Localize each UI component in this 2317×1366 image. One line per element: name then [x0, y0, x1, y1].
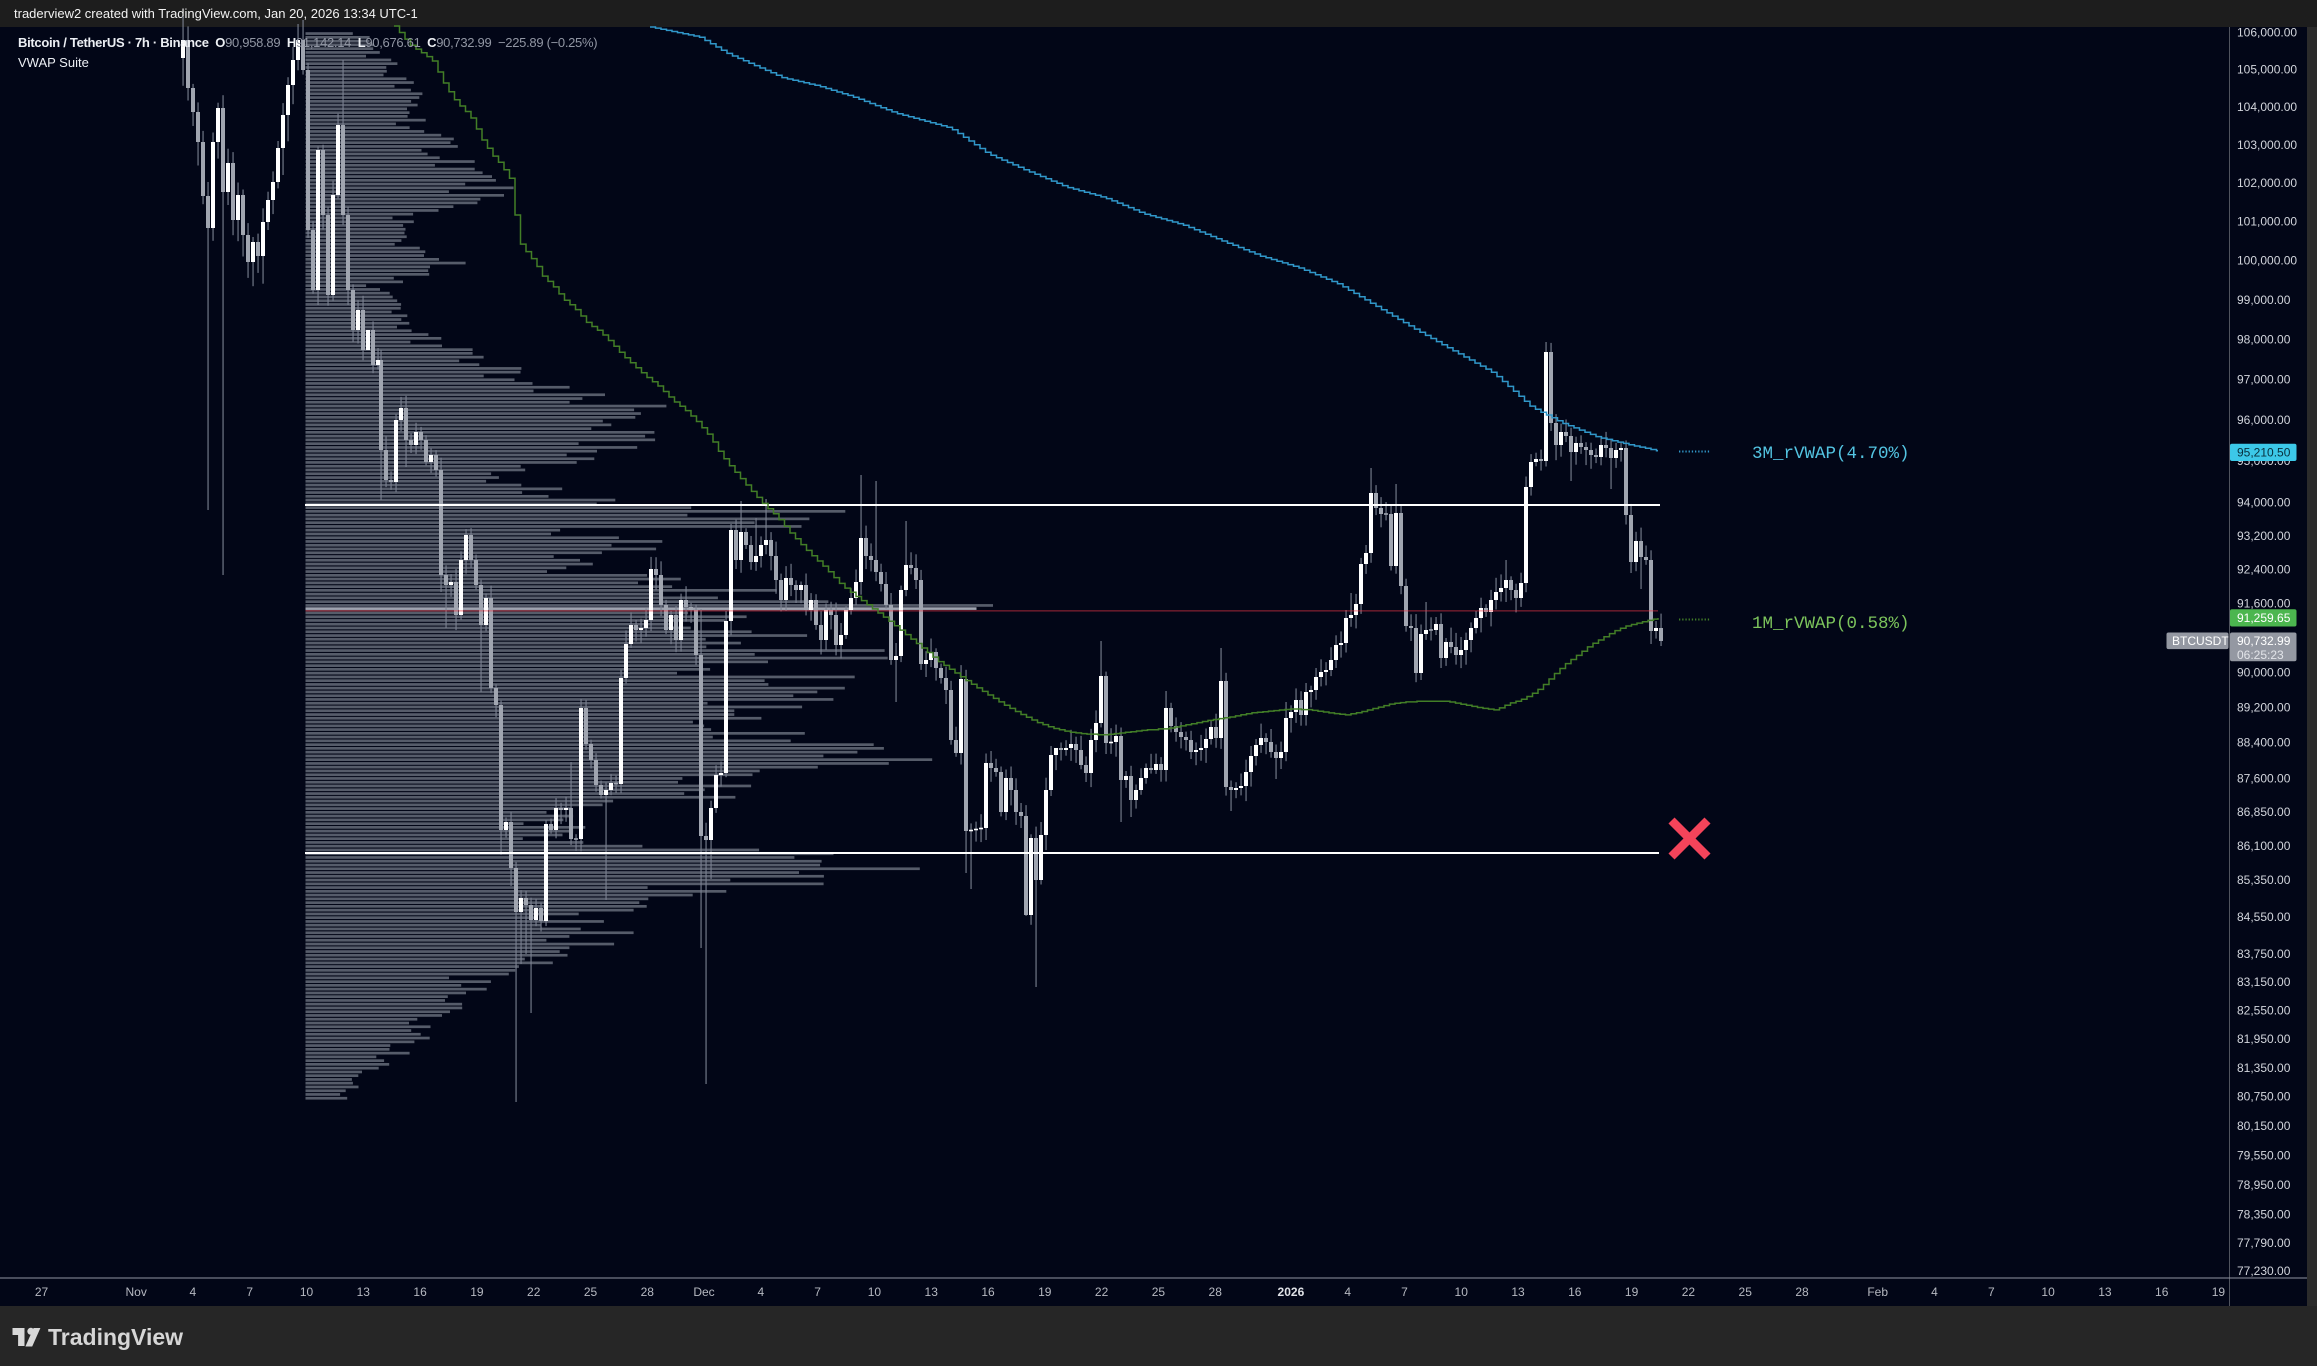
- svg-text:13: 13: [2098, 1285, 2112, 1299]
- svg-text:3M_rVWAP(4.70%): 3M_rVWAP(4.70%): [1752, 444, 1910, 464]
- svg-text:97,000.00: 97,000.00: [2237, 373, 2291, 387]
- svg-text:78,950.00: 78,950.00: [2237, 1178, 2291, 1192]
- svg-text:83,750.00: 83,750.00: [2237, 947, 2291, 961]
- svg-text:4: 4: [190, 1285, 197, 1299]
- svg-text:28: 28: [1209, 1285, 1223, 1299]
- svg-text:VWAP Suite: VWAP Suite: [18, 55, 89, 70]
- svg-text:19: 19: [2212, 1285, 2226, 1299]
- svg-text:85,350.00: 85,350.00: [2237, 873, 2291, 887]
- svg-text:102,000.00: 102,000.00: [2237, 176, 2297, 190]
- svg-text:25: 25: [584, 1285, 598, 1299]
- svg-text:7: 7: [246, 1285, 253, 1299]
- svg-text:88,400.00: 88,400.00: [2237, 736, 2291, 750]
- svg-text:98,000.00: 98,000.00: [2237, 333, 2291, 347]
- svg-text:Dec: Dec: [693, 1285, 714, 1299]
- svg-text:77,790.00: 77,790.00: [2237, 1236, 2291, 1250]
- svg-text:86,100.00: 86,100.00: [2237, 839, 2291, 853]
- svg-text:1M_rVWAP(0.58%): 1M_rVWAP(0.58%): [1752, 614, 1910, 634]
- svg-text:Nov: Nov: [126, 1285, 147, 1299]
- svg-text:7: 7: [1988, 1285, 1995, 1299]
- svg-text:16: 16: [2155, 1285, 2169, 1299]
- svg-text:BTCUSDT: BTCUSDT: [2172, 634, 2229, 648]
- svg-text:10: 10: [2041, 1285, 2055, 1299]
- svg-text:13: 13: [925, 1285, 939, 1299]
- svg-text:82,550.00: 82,550.00: [2237, 1004, 2291, 1018]
- svg-text:13: 13: [357, 1285, 371, 1299]
- svg-text:19: 19: [1625, 1285, 1639, 1299]
- svg-text:Bitcoin / TetherUS · 7h · Bina: Bitcoin / TetherUS · 7h · Binance O90,95…: [18, 35, 597, 50]
- svg-text:19: 19: [470, 1285, 484, 1299]
- svg-text:06:25:23: 06:25:23: [2237, 648, 2284, 662]
- svg-text:4: 4: [1931, 1285, 1938, 1299]
- svg-text:19: 19: [1038, 1285, 1052, 1299]
- svg-text:105,000.00: 105,000.00: [2237, 63, 2297, 77]
- svg-text:22: 22: [527, 1285, 541, 1299]
- svg-text:16: 16: [981, 1285, 995, 1299]
- svg-text:104,000.00: 104,000.00: [2237, 100, 2297, 114]
- svg-text:86,850.00: 86,850.00: [2237, 805, 2291, 819]
- svg-text:77,230.00: 77,230.00: [2237, 1264, 2291, 1278]
- svg-text:2026: 2026: [1278, 1285, 1305, 1299]
- svg-text:25: 25: [1152, 1285, 1166, 1299]
- svg-text:4: 4: [1344, 1285, 1351, 1299]
- svg-text:103,000.00: 103,000.00: [2237, 138, 2297, 152]
- svg-text:10: 10: [300, 1285, 314, 1299]
- svg-text:89,200.00: 89,200.00: [2237, 701, 2291, 715]
- svg-text:7: 7: [1401, 1285, 1408, 1299]
- svg-text:10: 10: [868, 1285, 882, 1299]
- svg-text:13: 13: [1511, 1285, 1525, 1299]
- svg-text:81,950.00: 81,950.00: [2237, 1032, 2291, 1046]
- svg-text:25: 25: [1739, 1285, 1753, 1299]
- svg-text:106,000.00: 106,000.00: [2237, 26, 2297, 40]
- svg-text:22: 22: [1682, 1285, 1696, 1299]
- svg-text:99,000.00: 99,000.00: [2237, 293, 2291, 307]
- svg-text:91,600.00: 91,600.00: [2237, 597, 2291, 611]
- svg-text:91,259.65: 91,259.65: [2237, 611, 2291, 625]
- svg-text:7: 7: [814, 1285, 821, 1299]
- svg-text:84,550.00: 84,550.00: [2237, 910, 2291, 924]
- svg-text:80,750.00: 80,750.00: [2237, 1090, 2291, 1104]
- svg-text:90,000.00: 90,000.00: [2237, 666, 2291, 680]
- svg-text:83,150.00: 83,150.00: [2237, 975, 2291, 989]
- svg-text:TradingView: TradingView: [48, 1324, 183, 1350]
- svg-text:27: 27: [35, 1285, 49, 1299]
- svg-text:28: 28: [641, 1285, 655, 1299]
- svg-text:16: 16: [413, 1285, 427, 1299]
- svg-text:22: 22: [1095, 1285, 1109, 1299]
- svg-text:79,550.00: 79,550.00: [2237, 1148, 2291, 1162]
- svg-text:96,000.00: 96,000.00: [2237, 413, 2291, 427]
- svg-text:100,000.00: 100,000.00: [2237, 254, 2297, 268]
- svg-text:78,350.00: 78,350.00: [2237, 1208, 2291, 1222]
- svg-text:80,150.00: 80,150.00: [2237, 1119, 2291, 1133]
- svg-text:92,400.00: 92,400.00: [2237, 563, 2291, 577]
- svg-text:95,210.50: 95,210.50: [2237, 446, 2291, 460]
- svg-text:10: 10: [1455, 1285, 1469, 1299]
- svg-text:Feb: Feb: [1867, 1285, 1888, 1299]
- svg-text:4: 4: [757, 1285, 764, 1299]
- svg-text:87,600.00: 87,600.00: [2237, 771, 2291, 785]
- svg-text:16: 16: [1568, 1285, 1582, 1299]
- svg-text:81,350.00: 81,350.00: [2237, 1061, 2291, 1075]
- svg-text:93,200.00: 93,200.00: [2237, 529, 2291, 543]
- svg-text:94,000.00: 94,000.00: [2237, 496, 2291, 510]
- svg-text:28: 28: [1795, 1285, 1809, 1299]
- svg-text:101,000.00: 101,000.00: [2237, 215, 2297, 229]
- svg-text:90,732.99: 90,732.99: [2237, 634, 2291, 648]
